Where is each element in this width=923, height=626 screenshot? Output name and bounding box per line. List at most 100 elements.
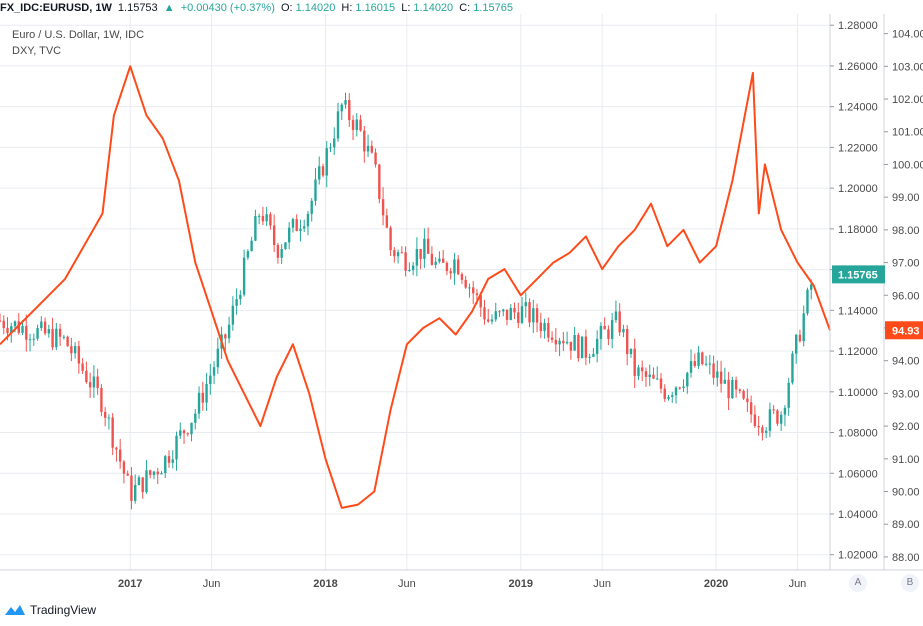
- candle-body: [689, 361, 693, 373]
- close-value: 1.15765: [473, 2, 513, 14]
- candle-body: [494, 311, 497, 320]
- legend-main-series[interactable]: Euro / U.S. Dollar, 1W, IDC: [12, 29, 145, 41]
- candle-body: [667, 396, 670, 399]
- time-axis-tick-label: 2019: [509, 578, 533, 590]
- price-chart[interactable]: 1.28000 1.26000 1.24000 1.22000 1.20000 1.180…: [0, 14, 923, 600]
- candle-body: [118, 449, 122, 462]
- candle-body: [674, 387, 678, 396]
- candle-body: [269, 214, 272, 226]
- candle-body: [186, 433, 189, 435]
- left-axis-tick-label: 1.14000: [838, 305, 878, 317]
- close-label: C:: [459, 2, 471, 14]
- candle-body: [122, 461, 126, 474]
- candle-body: [641, 367, 644, 372]
- candle-body: [115, 447, 118, 450]
- candle-body: [603, 325, 606, 330]
- candle-body: [532, 308, 535, 323]
- candle-body: [182, 430, 186, 434]
- left-axis-tick-label: 1.08000: [838, 428, 878, 440]
- scale-b-button[interactable]: B: [901, 574, 919, 592]
- candle-body: [400, 252, 404, 254]
- candle-body: [17, 321, 20, 333]
- candle-body: [344, 100, 347, 105]
- candle-body: [588, 356, 591, 358]
- candle-body: [231, 305, 235, 325]
- chart-grid: [0, 14, 830, 570]
- candle-body: [434, 261, 437, 265]
- symbol-label[interactable]: FX_IDC:EURUSD, 1W: [0, 2, 112, 14]
- candle-body: [802, 313, 805, 342]
- candle-body: [502, 309, 505, 312]
- candle-body: [314, 179, 317, 201]
- candle-body: [194, 413, 197, 423]
- price-change: +0.00430 (+0.37%): [180, 2, 275, 14]
- candle-body: [295, 219, 298, 231]
- candle-body: [2, 320, 5, 328]
- candle-body: [498, 311, 501, 313]
- candle-body: [137, 477, 141, 486]
- candle-body: [656, 378, 659, 380]
- chart-axes: 1.28000 1.26000 1.24000 1.22000 1.20000 1.180…: [0, 14, 923, 590]
- right-axis-tick-label: 104.00: [892, 29, 923, 41]
- candle-body: [460, 274, 464, 280]
- candle-body: [408, 269, 411, 271]
- candle-body: [0, 320, 2, 322]
- candle-body: [224, 334, 227, 339]
- tradingview-branding[interactable]: TradingView: [4, 603, 96, 617]
- right-axis-tick-label: 89.00: [892, 519, 920, 531]
- candle-body: [565, 341, 569, 344]
- candle-body: [378, 164, 381, 200]
- candle-body: [704, 363, 708, 365]
- candle-body: [340, 104, 343, 112]
- candle-body: [682, 386, 685, 388]
- candle-body: [280, 249, 283, 258]
- left-axis-tick-label: 1.12000: [838, 346, 878, 358]
- candle-body: [299, 228, 302, 231]
- candle-body: [385, 215, 389, 228]
- candle-body: [107, 417, 111, 419]
- right-axis-tick-label: 88.00: [892, 552, 920, 564]
- candle-body: [629, 348, 633, 355]
- candle-body: [644, 371, 648, 377]
- left-axis-tick-label: 1.18000: [838, 224, 878, 236]
- candle-body: [535, 308, 539, 323]
- last-price: 1.15753: [117, 2, 158, 14]
- candle-body: [303, 226, 306, 229]
- candle-body: [520, 306, 524, 323]
- candle-body: [411, 265, 415, 270]
- candle-body: [599, 325, 603, 339]
- candle-body: [149, 470, 152, 475]
- time-axis-tick-label: Jun: [203, 578, 221, 590]
- candle-body: [787, 382, 790, 408]
- candle-body: [528, 302, 531, 323]
- candle-body: [438, 258, 441, 262]
- candle-body: [610, 320, 614, 339]
- candle-body: [472, 287, 475, 294]
- candle-body: [798, 334, 802, 342]
- candle-body: [539, 322, 543, 331]
- auto-scale-button[interactable]: A: [849, 574, 867, 592]
- candle-body: [464, 279, 467, 288]
- candle-body: [441, 258, 445, 263]
- legend-overlay-series[interactable]: DXY, TVC: [12, 45, 62, 57]
- candle-body: [716, 371, 719, 378]
- candle-body: [648, 374, 651, 377]
- candle-body: [686, 372, 689, 387]
- candle-body: [810, 284, 813, 290]
- candle-body: [351, 120, 355, 130]
- candle-body: [363, 130, 366, 152]
- candle-body: [40, 321, 43, 329]
- candle-body: [393, 250, 396, 257]
- candle-body: [77, 346, 81, 364]
- candle-body: [179, 430, 182, 436]
- candle-body: [348, 100, 351, 121]
- up-arrow-icon: ▲: [163, 2, 175, 14]
- candle-body: [160, 473, 163, 475]
- candle-body: [28, 339, 32, 341]
- candle-body: [554, 339, 558, 345]
- open-value: 1.14020: [295, 2, 336, 14]
- candle-body: [569, 341, 573, 351]
- low-value: 1.14020: [413, 2, 454, 14]
- low-label: L:: [401, 2, 411, 14]
- candle-body: [697, 352, 700, 366]
